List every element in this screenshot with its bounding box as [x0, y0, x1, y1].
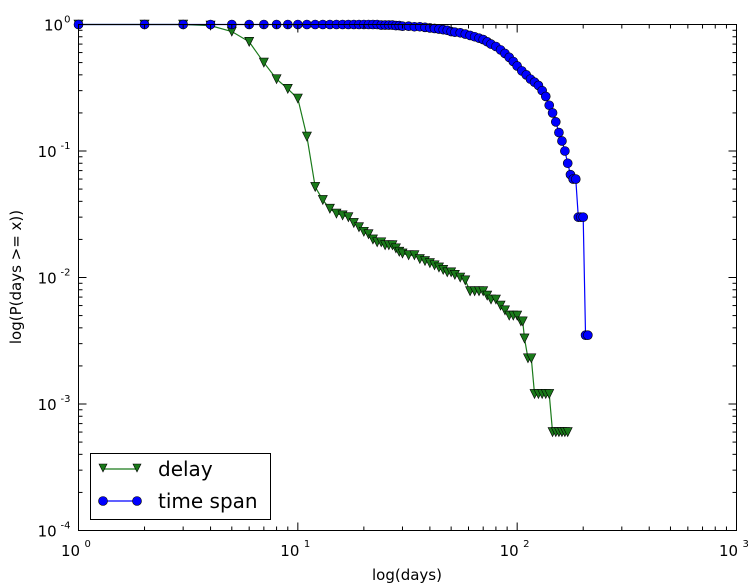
- legend-time-span-marker-right: [132, 496, 142, 506]
- data-point-time-span: [583, 330, 593, 340]
- x-tick-label: 10: [719, 542, 738, 560]
- y-tick-label: 10: [38, 396, 57, 414]
- legend-delay-marker-left: [98, 463, 108, 473]
- data-point-delay: [292, 93, 303, 104]
- x-tick-label: 10: [280, 542, 299, 560]
- data-point-delay: [490, 294, 501, 305]
- data-point-delay: [271, 74, 282, 85]
- data-point-delay: [324, 203, 335, 214]
- y-tick-label-exponent: -1: [61, 141, 71, 152]
- y-tick-label: 10: [44, 17, 63, 35]
- data-point-time-span: [550, 117, 561, 127]
- legend-entry-delay: delay: [98, 457, 213, 481]
- y-tick-label: 10: [38, 523, 57, 541]
- data-point-delay: [544, 389, 555, 400]
- data-point-time-span: [540, 91, 551, 102]
- x-tick-label: 10: [500, 542, 519, 560]
- data-point-delay: [343, 212, 354, 223]
- x-axis-label: log(days): [372, 566, 442, 584]
- x-tick-label-exponent: 3: [743, 539, 749, 550]
- y-tick-label-exponent: 0: [64, 15, 70, 26]
- y-tick-label-exponent: -4: [61, 521, 71, 532]
- data-point-delay: [512, 310, 523, 321]
- data-point-delay: [517, 316, 528, 327]
- series-line-delay: [78, 23, 568, 433]
- data-point-time-span: [547, 108, 558, 118]
- data-point-delay: [301, 131, 312, 142]
- legend-time-span-label: time span: [158, 489, 258, 513]
- legend-delay-label: delay: [158, 457, 213, 481]
- x-tick-label-exponent: 0: [85, 539, 91, 550]
- data-point-delay: [244, 36, 255, 47]
- legend-delay-marker-right: [132, 463, 142, 473]
- y-tick-label-exponent: -2: [61, 268, 71, 279]
- data-point-delay: [500, 305, 510, 316]
- data-point-delay: [310, 182, 321, 193]
- legend: delay time span: [90, 453, 271, 520]
- y-tick-label: 10: [38, 143, 57, 161]
- data-point-delay: [282, 84, 293, 95]
- y-tick-label-exponent: -3: [61, 394, 71, 405]
- data-point-time-span: [557, 136, 567, 146]
- data-point-time-span: [560, 146, 570, 156]
- y-axis-label: log(P(days >= x)): [7, 210, 25, 344]
- data-point-delay: [363, 229, 374, 240]
- x-tick-label: 10: [61, 542, 80, 560]
- data-point-delay: [460, 275, 471, 286]
- x-tick-label-exponent: 2: [523, 539, 529, 550]
- data-point-delay: [526, 353, 537, 364]
- plot-markers: [73, 19, 593, 438]
- data-point-delay: [258, 57, 269, 68]
- legend-entry-time-span: time span: [98, 489, 258, 513]
- data-point-time-span: [562, 158, 573, 169]
- legend-time-span-marker-left: [98, 496, 108, 506]
- data-point-time-span: [554, 127, 564, 138]
- data-point-delay: [519, 333, 530, 344]
- y-tick-label: 10: [38, 270, 57, 288]
- legend-frame: [90, 453, 271, 520]
- plot-lines: [78, 23, 588, 433]
- x-tick-label-exponent: 1: [304, 539, 310, 550]
- data-point-time-span: [570, 174, 581, 184]
- data-point-delay: [317, 195, 328, 206]
- data-point-delay: [562, 427, 573, 438]
- data-point-time-span: [578, 212, 588, 222]
- series-line-time-span: [78, 23, 588, 336]
